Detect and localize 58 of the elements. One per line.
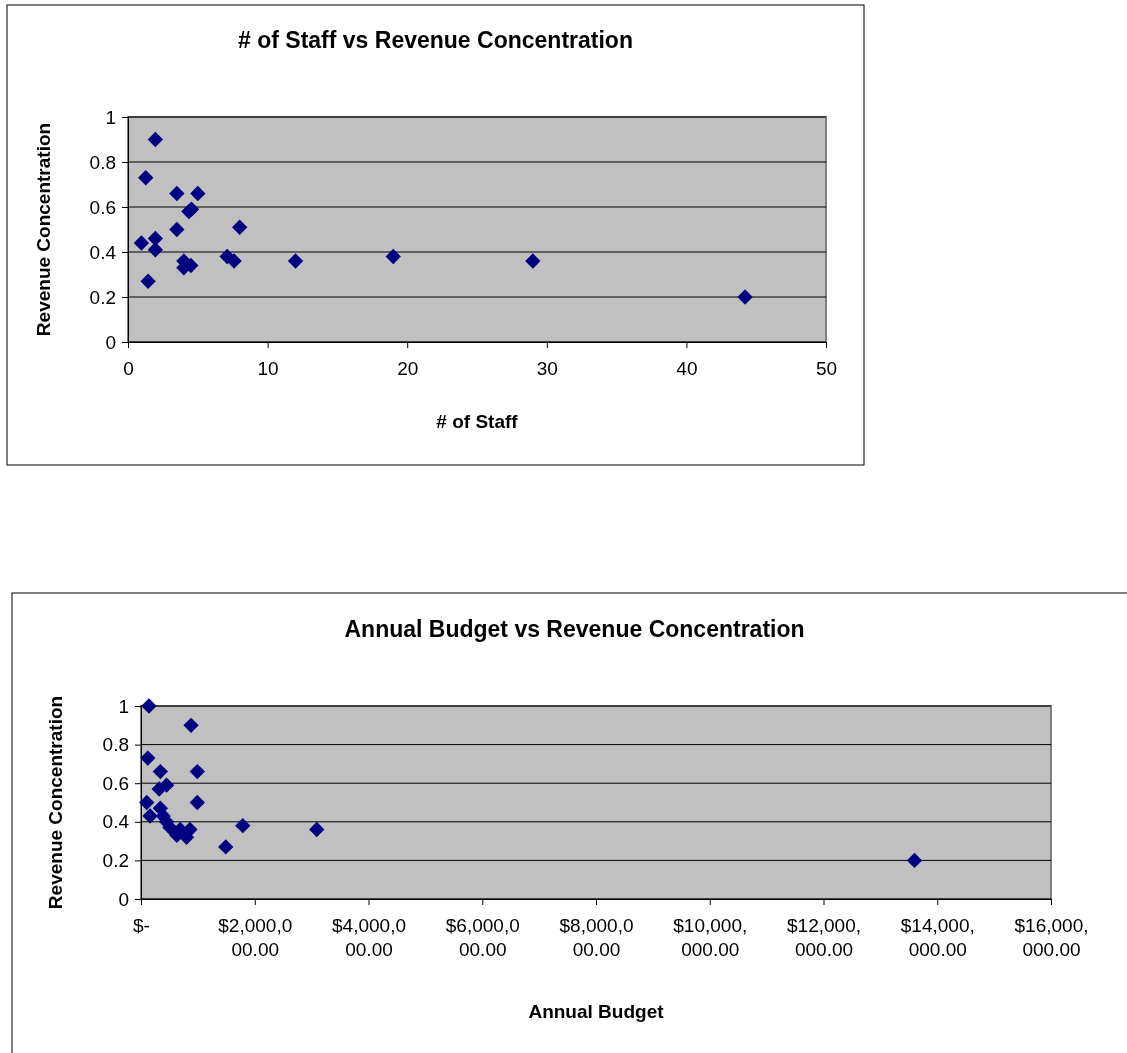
point — [309, 821, 325, 838]
x-axis-title: Annual Budget — [528, 1001, 665, 1022]
y-tick-label: 0 — [118, 888, 129, 910]
point — [525, 253, 541, 269]
point — [140, 750, 156, 766]
x-tick-label: $14,000,000.00 — [900, 915, 975, 961]
y-tick-label: 0.8 — [102, 734, 129, 756]
x-tick-label: $8,000,000.00 — [559, 915, 634, 961]
x-tick-label: 20 — [397, 358, 419, 380]
point — [140, 273, 156, 289]
point — [218, 839, 234, 855]
point — [906, 852, 923, 869]
x-tick-label: $2,000,000.00 — [218, 915, 293, 961]
point — [737, 289, 753, 305]
chart-title: # of Staff vs Revenue Concentration — [238, 27, 633, 53]
point — [169, 185, 185, 202]
x-tick-label: $10,000,000.00 — [673, 915, 748, 961]
x-axis-title: # of Staff — [436, 411, 519, 432]
chart-title: Annual Budget vs Revenue Concentration — [344, 616, 805, 642]
x-tick-label: $- — [133, 915, 150, 937]
y-tick-label: 1 — [105, 106, 116, 128]
y-tick-label: 1 — [118, 695, 129, 717]
y-tick-label: 0 — [105, 331, 116, 353]
y-tick-label: 0.2 — [102, 849, 129, 871]
point — [385, 248, 401, 265]
point — [133, 235, 150, 251]
x-tick-label: 10 — [257, 358, 279, 380]
point — [189, 763, 205, 780]
x-tick-label: 50 — [815, 358, 838, 380]
y-tick-label: 0.8 — [89, 151, 116, 173]
y-tick-label: 0.6 — [102, 772, 129, 794]
x-tick-label: $12,000,000.00 — [787, 915, 861, 961]
y-tick-label: 0.4 — [89, 241, 117, 263]
point — [141, 698, 157, 714]
x-tick-label: $4,000,000.00 — [332, 915, 406, 961]
point — [189, 794, 205, 811]
point — [183, 717, 199, 733]
x-tick-label: 40 — [676, 358, 698, 380]
y-tick-label: 0.6 — [89, 196, 116, 218]
y-tick-label: 0.2 — [89, 286, 116, 308]
point — [232, 219, 248, 235]
point — [190, 185, 206, 202]
y-axis-title: Revenue Concentration — [45, 695, 66, 910]
x-tick-label: $16,000,000.00 — [1014, 915, 1089, 961]
point — [152, 763, 169, 780]
point — [138, 170, 154, 186]
x-tick-label: 30 — [536, 358, 558, 380]
point — [142, 808, 158, 824]
x-tick-label: $6,000,000.00 — [445, 915, 520, 961]
point — [287, 253, 304, 269]
point — [147, 131, 164, 148]
point — [169, 221, 185, 238]
y-tick-label: 0.4 — [102, 811, 130, 833]
point — [139, 794, 155, 811]
point — [235, 817, 251, 834]
point — [226, 253, 242, 269]
point — [147, 242, 164, 258]
y-axis-title: Revenue Concentration — [33, 122, 54, 337]
